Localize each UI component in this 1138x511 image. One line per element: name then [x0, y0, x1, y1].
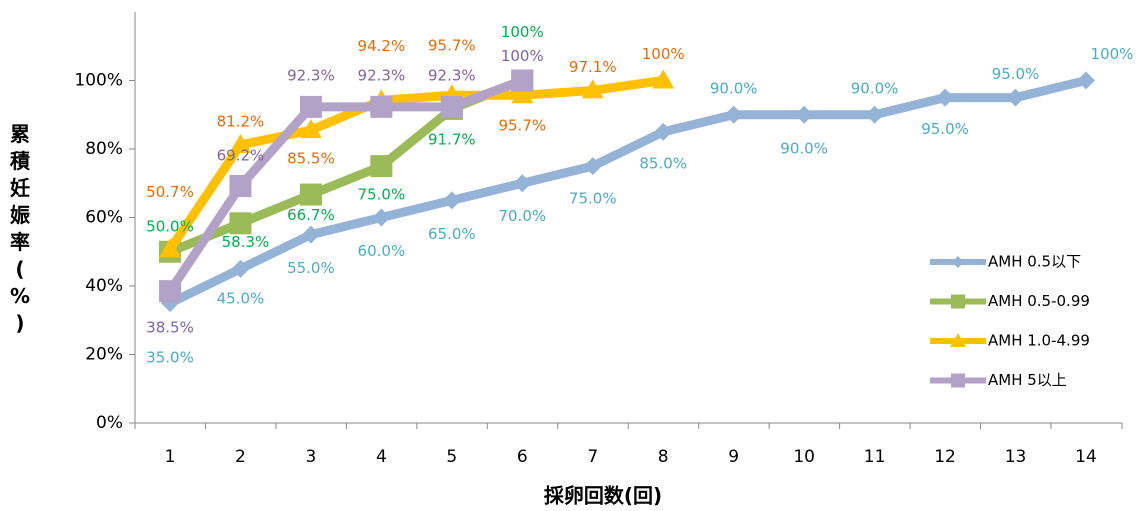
point-marker: [1076, 71, 1095, 90]
point-marker: [229, 133, 252, 153]
data-label: 35.0%: [146, 349, 194, 367]
legend-label: AMH 1.0-4.99: [988, 332, 1090, 350]
x-tick-label: 12: [934, 447, 956, 467]
point-marker: [301, 225, 320, 244]
legend-marker: [951, 373, 965, 388]
data-label: 58.3%: [222, 233, 270, 251]
point-marker: [231, 259, 250, 278]
data-label: 95.0%: [921, 120, 969, 138]
data-label: 69.2%: [217, 146, 265, 164]
data-label: 85.5%: [287, 150, 335, 168]
data-label: 100%: [501, 47, 544, 65]
point-marker: [724, 105, 743, 124]
point-marker: [442, 191, 461, 210]
point-marker: [372, 208, 391, 227]
x-tick-label: 1: [165, 447, 176, 467]
point-marker: [159, 238, 181, 258]
x-tick-label: 10: [793, 447, 815, 467]
x-tick-label: 4: [376, 447, 387, 467]
y-tick-label: 80%: [85, 139, 123, 159]
x-tick-label: 8: [658, 447, 669, 467]
point-marker: [795, 105, 814, 124]
y-axis-label: 累積妊娠率(%): [10, 122, 31, 335]
data-label: 81.2%: [217, 112, 265, 130]
legend-label: AMH 5以上: [988, 371, 1067, 389]
point-marker: [299, 95, 322, 118]
point-marker: [583, 157, 602, 176]
legend-marker: [952, 256, 964, 268]
data-label: 97.1%: [569, 58, 617, 76]
series-line: [168, 76, 1088, 308]
data-label: 70.0%: [498, 207, 546, 225]
x-tick-label: 6: [517, 447, 528, 467]
y-tick-label: 60%: [85, 208, 123, 228]
data-label: 75.0%: [358, 186, 406, 204]
data-label: 95.7%: [428, 37, 476, 55]
point-marker: [652, 69, 675, 89]
data-label: 85.0%: [639, 154, 687, 172]
x-tick-label: 3: [306, 447, 317, 467]
data-label: 66.7%: [287, 206, 335, 224]
data-label: 90.0%: [710, 79, 758, 97]
point-marker: [654, 122, 673, 141]
data-label: 75.0%: [569, 190, 617, 208]
point-marker: [370, 95, 393, 118]
y-tick-label: 0%: [96, 413, 123, 433]
y-tick-label: 40%: [85, 276, 123, 296]
data-label: 45.0%: [217, 289, 265, 307]
x-tick-label: 11: [864, 447, 886, 467]
point-marker: [229, 212, 252, 235]
data-label: 90.0%: [780, 139, 828, 157]
data-label: 65.0%: [428, 225, 476, 243]
point-marker: [511, 69, 534, 92]
data-label: 95.7%: [498, 117, 546, 135]
x-tick-label: 14: [1075, 447, 1097, 467]
x-axis-label: 採卵回数(回): [544, 484, 662, 508]
data-label: 92.3%: [428, 66, 476, 84]
x-tick-label: 9: [728, 447, 739, 467]
data-label: 92.3%: [287, 66, 335, 84]
data-label: 95.0%: [992, 65, 1040, 83]
point-marker: [511, 84, 534, 104]
legend-label: AMH 0.5-0.99: [988, 292, 1090, 310]
point-marker: [513, 174, 532, 193]
point-marker: [936, 88, 955, 107]
series-line: [166, 76, 664, 252]
x-tick-label: 13: [1005, 447, 1027, 467]
data-label: 50.0%: [146, 217, 194, 235]
point-marker: [440, 95, 463, 118]
data-label: 90.0%: [851, 79, 899, 97]
data-label: 92.3%: [358, 66, 406, 84]
data-label: 38.5%: [146, 319, 194, 337]
point-marker: [229, 174, 252, 197]
data-label: 91.7%: [428, 130, 476, 148]
y-tick-label: 20%: [85, 345, 123, 365]
x-tick-label: 5: [446, 447, 457, 467]
data-label: 100%: [1091, 45, 1134, 63]
series-line: [166, 76, 524, 294]
legend-label: AMH 0.5以下: [988, 253, 1081, 271]
legend-marker: [951, 294, 965, 309]
point-marker: [299, 119, 322, 139]
data-label: 94.2%: [358, 37, 406, 55]
legend-marker: [950, 333, 966, 347]
x-tick-label: 7: [587, 447, 598, 467]
point-marker: [1006, 88, 1025, 107]
y-tick-label: 100%: [74, 71, 123, 91]
point-marker: [865, 105, 884, 124]
data-label: 100%: [642, 45, 685, 63]
data-label: 100%: [501, 23, 544, 41]
x-tick-label: 2: [235, 447, 246, 467]
point-marker: [370, 155, 393, 178]
data-label: 50.7%: [146, 183, 194, 201]
point-marker: [299, 183, 322, 206]
data-label: 60.0%: [358, 242, 406, 260]
data-label: 55.0%: [287, 259, 335, 277]
point-marker: [159, 280, 181, 303]
point-marker: [581, 79, 604, 99]
